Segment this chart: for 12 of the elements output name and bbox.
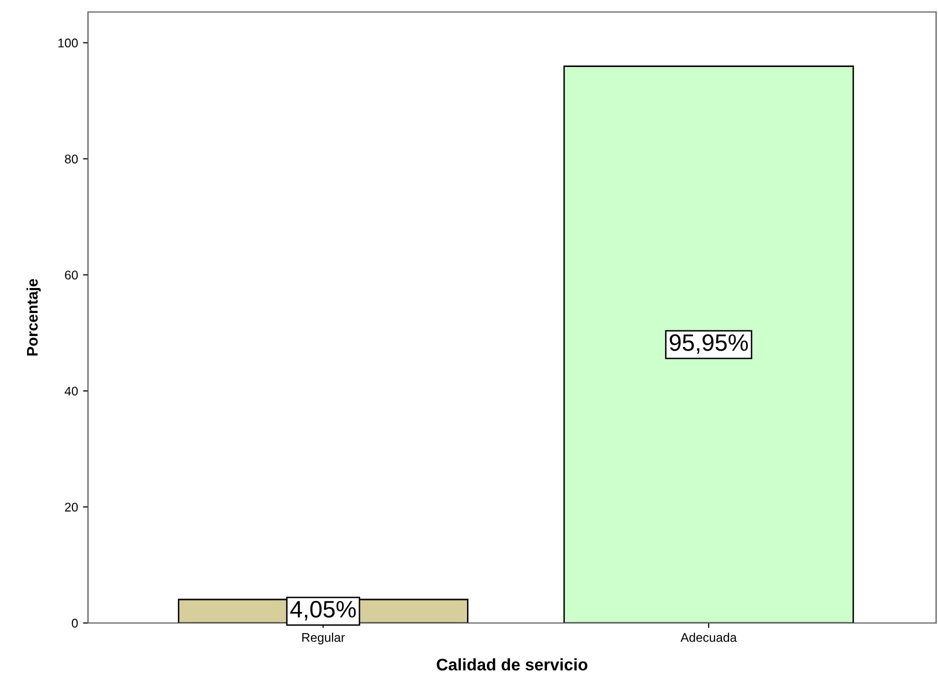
y-tick-label: 100 [58,38,78,48]
x-tick-label: Regular [302,632,345,644]
y-tick-label: 0 [72,618,78,628]
data-label: 95,95% [670,334,748,354]
x-tick-label: Adecuada [680,632,737,642]
y-tick-label: 60 [65,270,78,280]
y-tick-label: 40 [64,386,78,396]
y-tick-label: 80 [64,154,78,164]
data-label: 4,05% [290,600,356,620]
x-axis-title: Calidad de servicio [436,658,588,671]
y-tick-label: 20 [65,502,78,512]
y-axis-title: Porcentaje [26,278,41,356]
